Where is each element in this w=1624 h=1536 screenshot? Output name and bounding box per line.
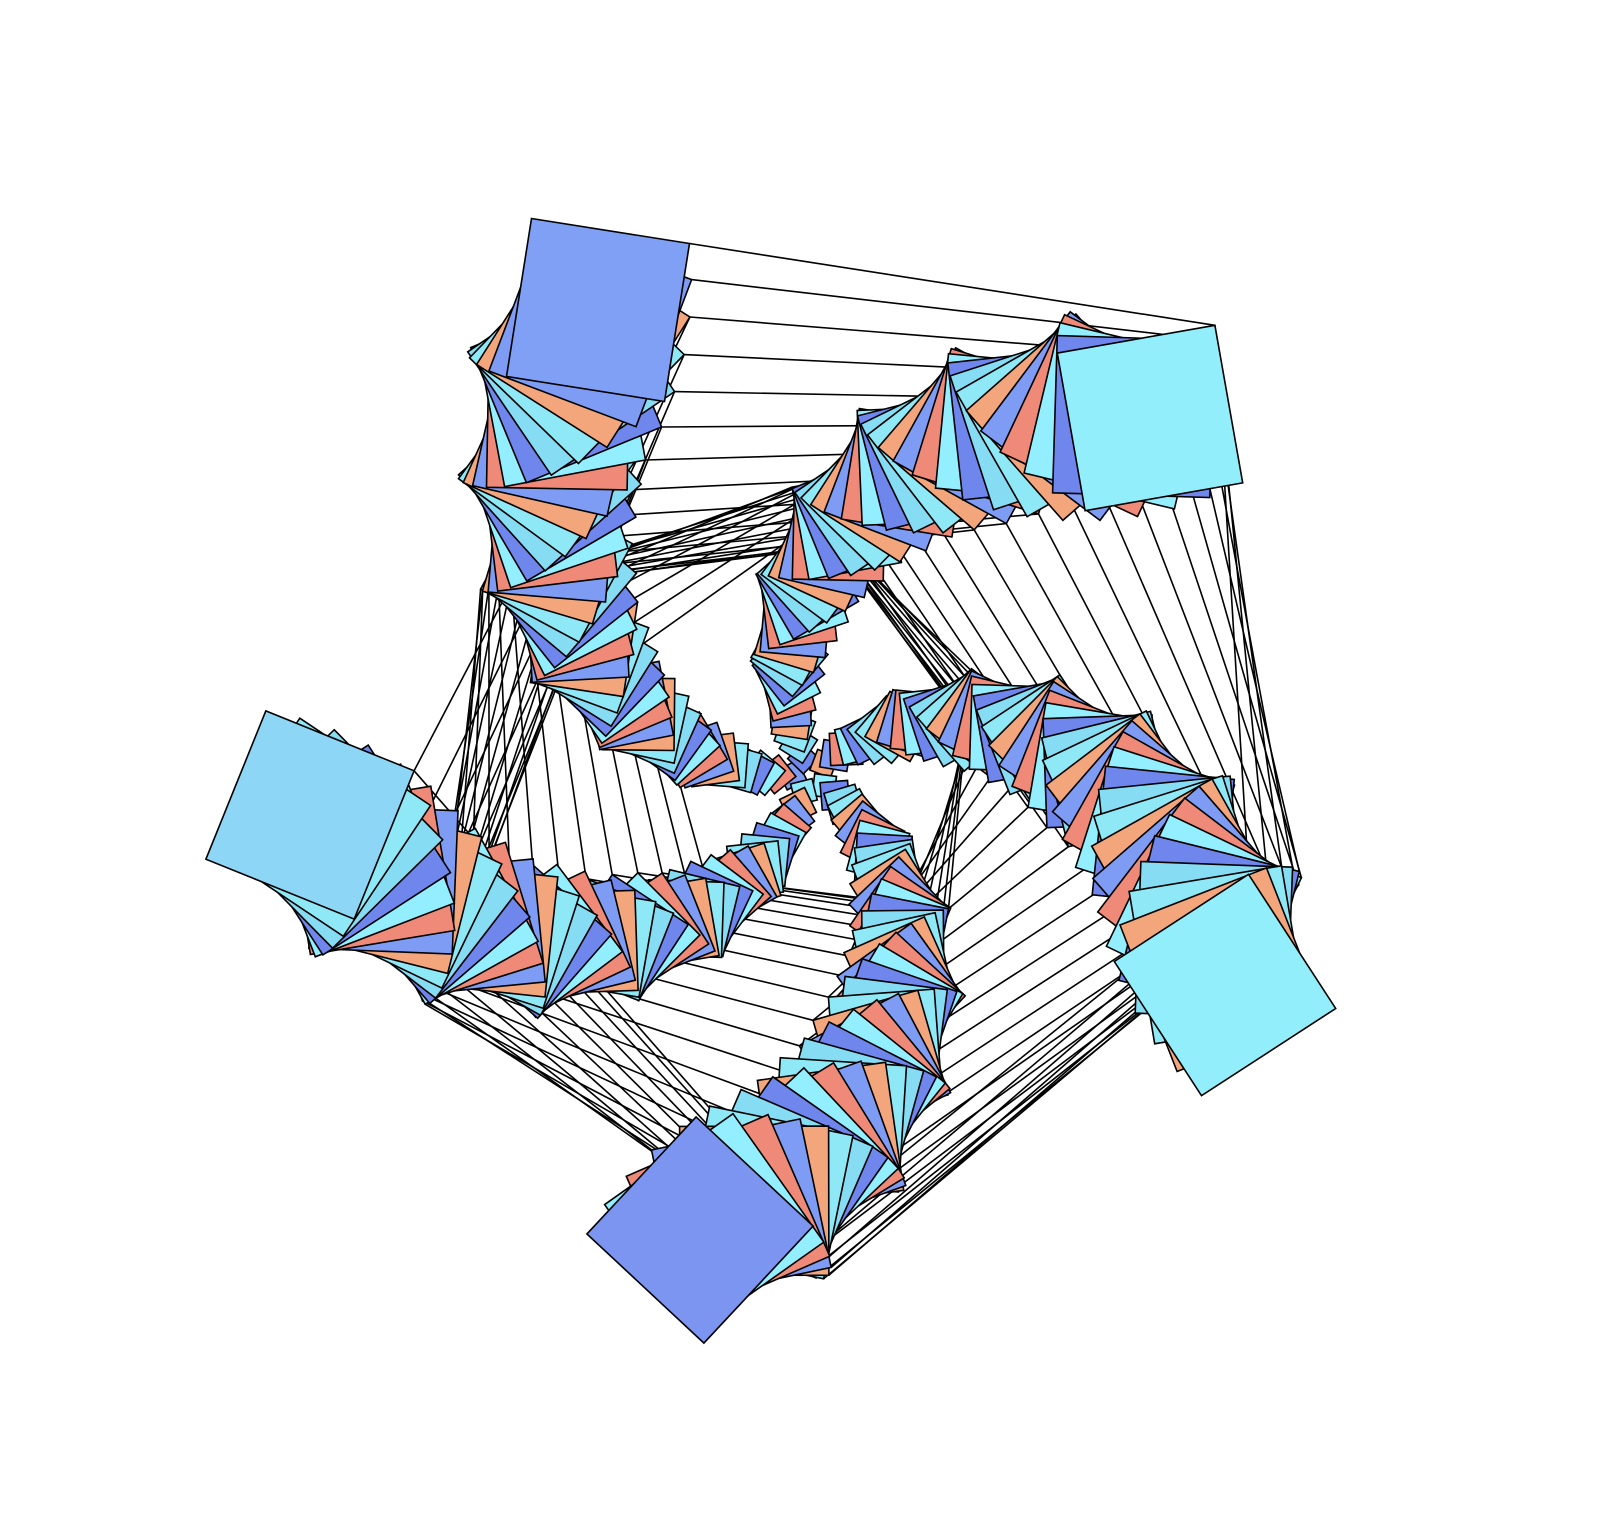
chord-line: [691, 278, 1215, 342]
arm-end-square: [585, 1115, 815, 1345]
chord-line: [602, 498, 805, 618]
chord-line: [689, 242, 1216, 327]
chord-line: [430, 971, 780, 1102]
chord-line: [1126, 466, 1293, 893]
arm-end-square: [505, 217, 691, 403]
square-layers: [204, 217, 1337, 1345]
arm-end-square: [204, 709, 416, 921]
chord-line: [424, 983, 775, 1131]
arm-end-square: [1056, 324, 1244, 512]
chord-line: [622, 508, 811, 631]
arm-end-square: [1113, 873, 1337, 1097]
chord-line: [1099, 484, 1281, 900]
